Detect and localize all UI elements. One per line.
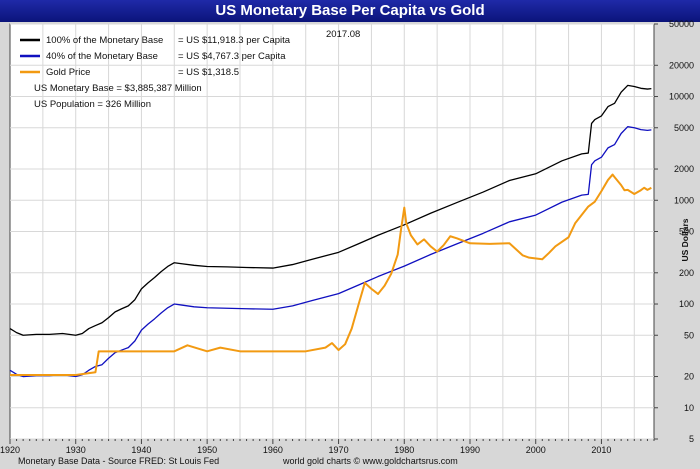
legend-value-gold: = US $1,318.5: [178, 67, 239, 78]
footer-credit: world gold charts © www.goldchartsrus.co…: [282, 456, 458, 466]
footer-source: Monetary Base Data - Source FRED: St Lou…: [18, 456, 219, 466]
series-lines: [9, 84, 652, 378]
date-label: 2017.08: [326, 29, 360, 40]
x-tick-label: 1930: [66, 445, 86, 455]
x-tick-label: 1970: [329, 445, 349, 455]
y-tick-label: 2000: [674, 164, 694, 174]
y-tick-label: 1000: [674, 195, 694, 205]
x-tick-label: 1940: [131, 445, 151, 455]
x-tick-label: 2000: [526, 445, 546, 455]
legend-value-100pct: = US $11,918.3 per Capita: [178, 35, 291, 46]
y-tick-label: 20000: [669, 60, 694, 70]
x-tick-label: 2010: [591, 445, 611, 455]
series-line-monetary-base-40pct: [9, 126, 652, 378]
y-axis-ticks: 5 10 20 50 100 200 500 1000 2000 5000 10000 20000 50…: [654, 19, 694, 444]
x-tick-label: 1990: [460, 445, 480, 455]
y-tick-label: 100: [679, 299, 694, 309]
chart-title: US Monetary Base Per Capita vs Gold: [215, 2, 485, 19]
series-line-gold-price: [10, 173, 652, 377]
y-tick-label: 500: [679, 227, 694, 237]
y-tick-label: 5000: [674, 123, 694, 133]
y-tick-label: 200: [679, 268, 694, 278]
note-population: US Population = 326 Million: [34, 99, 151, 110]
y-tick-label: 5: [689, 434, 694, 444]
x-axis-ticks: 1920 1930 1940 1950 1960 1970 1980 1990 2000 2010: [0, 439, 655, 455]
series-line-monetary-base-100pct: [9, 84, 652, 336]
x-tick-label: 1960: [263, 445, 283, 455]
y-tick-label: 50000: [669, 19, 694, 29]
x-tick-label: 1980: [394, 445, 414, 455]
legend: 100% of the Monetary Base = US $11,918.3…: [20, 35, 291, 110]
legend-name-40pct: 40% of the Monetary Base: [46, 51, 158, 62]
title-bar: [0, 0, 700, 22]
y-axis-label: US Dollars: [680, 218, 690, 261]
legend-name-100pct: 100% of the Monetary Base: [46, 35, 163, 46]
note-monetary-base: US Monetary Base = $3,885,387 Million: [34, 83, 202, 94]
y-tick-label: 10000: [669, 92, 694, 102]
x-tick-label: 1950: [197, 445, 217, 455]
legend-value-40pct: = US $4,767.3 per Capita: [178, 51, 286, 62]
legend-name-gold: Gold Price: [46, 67, 90, 78]
y-tick-label: 10: [684, 403, 694, 413]
x-tick-label: 1920: [0, 445, 20, 455]
y-tick-label: 50: [684, 330, 694, 340]
y-tick-label: 20: [684, 372, 694, 382]
